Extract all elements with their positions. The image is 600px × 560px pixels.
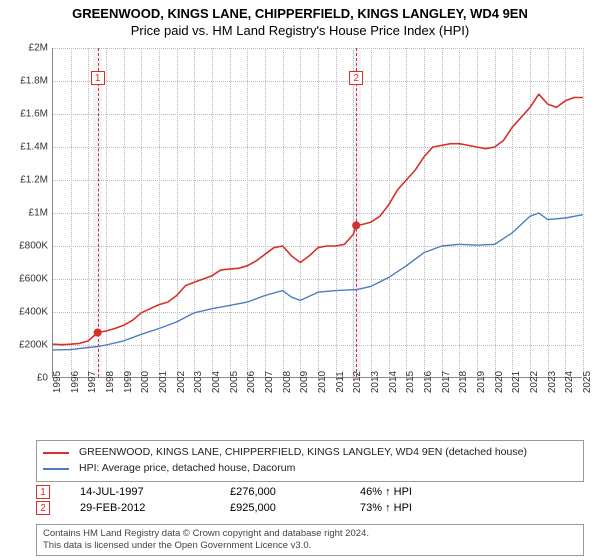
transaction-date: 29-FEB-2012 (50, 502, 230, 514)
plot-region: 12 (52, 48, 582, 378)
legend-label-property: GREENWOOD, KINGS LANE, CHIPPERFIELD, KIN… (79, 445, 527, 461)
transaction-table: 1 14-JUL-1997 £276,000 46% ↑ HPI 2 29-FE… (36, 484, 584, 516)
x-axis-label: 1998 (105, 371, 116, 393)
y-axis-label: £2M (29, 43, 48, 54)
x-axis-label: 2010 (317, 371, 328, 393)
event-number-box: 1 (91, 71, 105, 85)
x-axis-label: 2016 (423, 371, 434, 393)
x-axis-label: 2007 (264, 371, 275, 393)
title-block: GREENWOOD, KINGS LANE, CHIPPERFIELD, KIN… (0, 0, 600, 40)
x-axis-label: 1999 (123, 371, 134, 393)
transaction-price: £925,000 (230, 502, 360, 514)
x-axis-label: 2006 (246, 371, 257, 393)
transaction-row: 1 14-JUL-1997 £276,000 46% ↑ HPI (36, 484, 584, 500)
legend-swatch-property (43, 452, 69, 454)
x-axis-label: 2003 (193, 371, 204, 393)
transaction-date: 14-JUL-1997 (50, 486, 230, 498)
x-axis-label: 1996 (70, 371, 81, 393)
x-axis-label: 2001 (158, 371, 169, 393)
x-axis-label: 2000 (140, 371, 151, 393)
x-axis-label: 2024 (564, 371, 575, 393)
event-number-box: 2 (349, 71, 363, 85)
x-axis-label: 2025 (582, 371, 593, 393)
transaction-pct: 73% ↑ HPI (360, 502, 500, 514)
x-axis-label: 2013 (370, 371, 381, 393)
x-axis-label: 2017 (441, 371, 452, 393)
y-axis-label: £0 (37, 373, 48, 384)
y-axis-label: £1M (29, 208, 48, 219)
chart-area: 12 £0£200K£400K£600K£800K£1M£1.2M£1.4M£1… (52, 48, 582, 406)
x-axis-label: 1997 (87, 371, 98, 393)
chart-container: GREENWOOD, KINGS LANE, CHIPPERFIELD, KIN… (0, 0, 600, 560)
transaction-pct: 46% ↑ HPI (360, 486, 500, 498)
x-axis-label: 2018 (458, 371, 469, 393)
event-marker-icon (94, 329, 102, 337)
x-axis-label: 2009 (299, 371, 310, 393)
transaction-price: £276,000 (230, 486, 360, 498)
legend: GREENWOOD, KINGS LANE, CHIPPERFIELD, KIN… (36, 440, 584, 482)
y-axis-label: £1.8M (20, 76, 48, 87)
x-axis-label: 2023 (547, 371, 558, 393)
y-axis-label: £1.2M (20, 175, 48, 186)
x-axis-label: 2021 (511, 371, 522, 393)
transaction-marker: 2 (36, 501, 50, 515)
y-axis-label: £1.4M (20, 142, 48, 153)
gridline-v (583, 48, 584, 377)
x-axis-label: 2012 (352, 371, 363, 393)
x-axis-label: 2015 (405, 371, 416, 393)
x-axis-label: 2019 (476, 371, 487, 393)
title-address: GREENWOOD, KINGS LANE, CHIPPERFIELD, KIN… (0, 6, 600, 23)
x-axis-label: 2022 (529, 371, 540, 393)
x-axis-label: 2020 (494, 371, 505, 393)
transaction-marker: 1 (36, 485, 50, 499)
y-axis-label: £800K (19, 241, 48, 252)
x-axis-label: 2005 (229, 371, 240, 393)
legend-row-hpi: HPI: Average price, detached house, Daco… (43, 461, 577, 477)
title-subtitle: Price paid vs. HM Land Registry's House … (0, 23, 600, 40)
y-axis-label: £1.6M (20, 109, 48, 120)
transaction-row: 2 29-FEB-2012 £925,000 73% ↑ HPI (36, 500, 584, 516)
x-axis-label: 1995 (52, 371, 63, 393)
footer: Contains HM Land Registry data © Crown c… (36, 524, 584, 556)
event-marker-icon (352, 221, 360, 229)
legend-row-property: GREENWOOD, KINGS LANE, CHIPPERFIELD, KIN… (43, 445, 577, 461)
series-line-hpi (53, 213, 583, 350)
y-axis-label: £600K (19, 274, 48, 285)
y-axis-label: £400K (19, 307, 48, 318)
x-axis-label: 2011 (335, 371, 346, 393)
chart-svg (53, 48, 583, 378)
footer-line2: This data is licensed under the Open Gov… (43, 540, 577, 552)
legend-label-hpi: HPI: Average price, detached house, Daco… (79, 461, 295, 477)
y-axis-label: £200K (19, 340, 48, 351)
series-line-property (53, 94, 583, 345)
x-axis-label: 2004 (211, 371, 222, 393)
legend-swatch-hpi (43, 468, 69, 470)
x-axis-label: 2008 (282, 371, 293, 393)
x-axis-label: 2002 (176, 371, 187, 393)
footer-line1: Contains HM Land Registry data © Crown c… (43, 528, 577, 540)
x-axis-label: 2014 (388, 371, 399, 393)
